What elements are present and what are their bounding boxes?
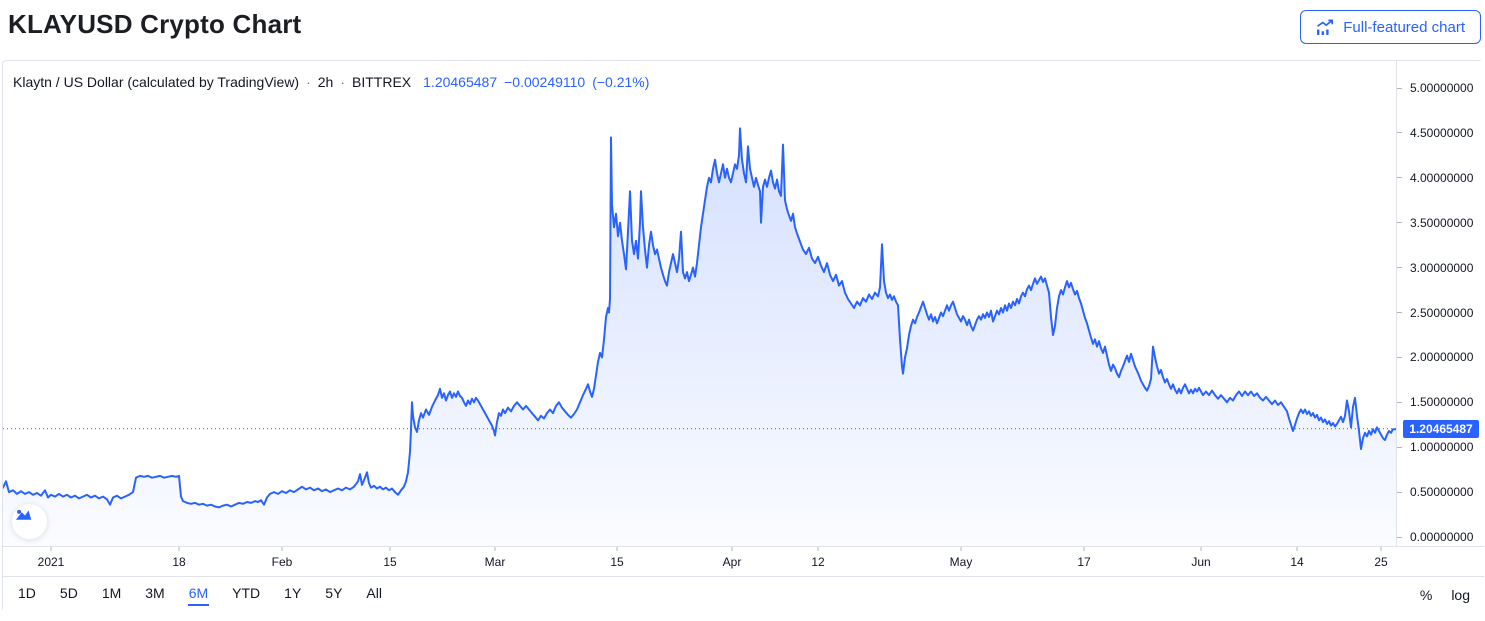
- x-axis-label: Mar: [484, 555, 506, 569]
- exchange-label: BITTREX: [352, 74, 412, 90]
- x-axis-label: Apr: [722, 555, 742, 569]
- x-axis-tick: [616, 547, 618, 551]
- range-button-5d[interactable]: 5D: [59, 584, 78, 601]
- range-button-1m[interactable]: 1M: [101, 584, 122, 601]
- time-axis[interactable]: 2021 18 Feb 15 Mar 15 Apr 12 May 17 Jun 14 25: [3, 546, 1484, 576]
- price-chart-plot[interactable]: Klaytn / US Dollar (calculated by Tradin…: [3, 61, 1396, 546]
- y-axis-label: 4.50000000: [1410, 125, 1474, 140]
- x-axis-tick: [1380, 547, 1382, 551]
- x-axis-label: 25: [1374, 555, 1388, 569]
- range-button-all[interactable]: All: [366, 584, 382, 601]
- full-featured-chart-button[interactable]: Full-featured chart: [1300, 10, 1481, 44]
- price-series-svg: [3, 127, 1396, 546]
- x-axis-label: 12: [811, 555, 825, 569]
- x-axis-tick: [817, 547, 819, 551]
- x-axis-label: 15: [610, 555, 624, 569]
- tradingview-logo[interactable]: [11, 503, 48, 540]
- chart-legend: Klaytn / US Dollar (calculated by Tradin…: [13, 74, 649, 90]
- y-axis-tick: [1397, 177, 1402, 179]
- line-chart-icon: [1316, 18, 1334, 36]
- last-price: 1.20465487: [423, 74, 498, 90]
- range-button-1d[interactable]: 1D: [18, 584, 36, 601]
- x-axis-tick: [1083, 547, 1085, 551]
- bottom-toolbar: 1D 5D 1M 3M 6M YTD 1Y 5Y All % log: [3, 576, 1484, 612]
- percent-scale-button[interactable]: %: [1419, 586, 1433, 603]
- x-axis-tick: [731, 547, 733, 551]
- x-axis-tick: [178, 547, 180, 551]
- y-axis-tick: [1397, 356, 1402, 358]
- y-axis-label: 2.50000000: [1410, 305, 1474, 320]
- y-axis-label: 1.50000000: [1410, 395, 1474, 410]
- x-axis-tick: [389, 547, 391, 551]
- symbol-description: Klaytn / US Dollar (calculated by Tradin…: [13, 74, 300, 90]
- price-change-percent: (−0.21%): [592, 74, 650, 90]
- x-axis-tick: [50, 547, 52, 551]
- range-button-3m[interactable]: 3M: [145, 584, 165, 601]
- legend-separator: ·: [306, 74, 311, 90]
- date-range-selector: 1D 5D 1M 3M 6M YTD 1Y 5Y All: [17, 584, 383, 606]
- interval-label: 2h: [317, 74, 334, 90]
- y-axis-tick: [1397, 491, 1402, 493]
- y-axis-label: 5.00000000: [1410, 81, 1474, 95]
- scale-toggles: % log: [1420, 587, 1470, 603]
- range-button-1y[interactable]: 1Y: [284, 584, 302, 601]
- y-axis-tick: [1397, 87, 1402, 89]
- y-axis-tick: [1397, 132, 1402, 134]
- y-axis-tick: [1397, 312, 1402, 313]
- y-axis-tick: [1397, 222, 1402, 224]
- log-scale-button[interactable]: log: [1451, 586, 1470, 603]
- current-price-value: 1.20465487: [1409, 421, 1473, 436]
- x-axis-label: 14: [1290, 555, 1304, 569]
- y-axis-label: 3.50000000: [1410, 215, 1474, 230]
- chart-widget: Klaytn / US Dollar (calculated by Tradin…: [2, 60, 1484, 612]
- x-axis-tick: [1200, 547, 1202, 551]
- y-axis-label: 1.00000000: [1410, 440, 1474, 455]
- x-axis-label: Feb: [271, 555, 293, 569]
- x-axis-label: 18: [172, 555, 186, 569]
- y-axis-tick: [1397, 536, 1402, 538]
- y-axis-label: 3.00000000: [1410, 260, 1474, 275]
- y-axis-label: 4.00000000: [1410, 170, 1474, 185]
- x-axis-label: 15: [383, 555, 397, 569]
- range-button-6m[interactable]: 6M: [187, 584, 210, 606]
- y-axis-tick: [1397, 446, 1402, 448]
- x-axis-tick: [281, 547, 283, 551]
- y-axis-label: 0.50000000: [1410, 485, 1474, 500]
- x-axis-label: 2021: [37, 555, 65, 569]
- x-axis-tick: [1296, 547, 1298, 551]
- y-axis-tick: [1397, 267, 1402, 269]
- current-price-label: 1.20465487: [1403, 419, 1479, 438]
- full-featured-chart-label: Full-featured chart: [1343, 18, 1465, 36]
- y-axis-tick: [1397, 401, 1402, 403]
- x-axis-tick: [494, 547, 496, 551]
- range-button-5y[interactable]: 5Y: [325, 584, 343, 601]
- y-axis-label: 2.00000000: [1410, 350, 1474, 365]
- range-button-ytd[interactable]: YTD: [232, 584, 261, 601]
- x-axis-label: May: [949, 555, 973, 569]
- price-change: −0.00249110: [504, 74, 586, 90]
- page-title: KLAYUSD Crypto Chart: [8, 9, 302, 39]
- x-axis-label: Jun: [1191, 555, 1211, 569]
- x-axis-tick: [960, 547, 962, 551]
- y-axis-label: 0.00000000: [1410, 530, 1474, 544]
- x-axis-label: 17: [1077, 555, 1091, 569]
- price-axis[interactable]: 1.20465487 5.00000000 4.50000000 4.0000000…: [1396, 61, 1484, 576]
- legend-separator: ·: [340, 74, 346, 90]
